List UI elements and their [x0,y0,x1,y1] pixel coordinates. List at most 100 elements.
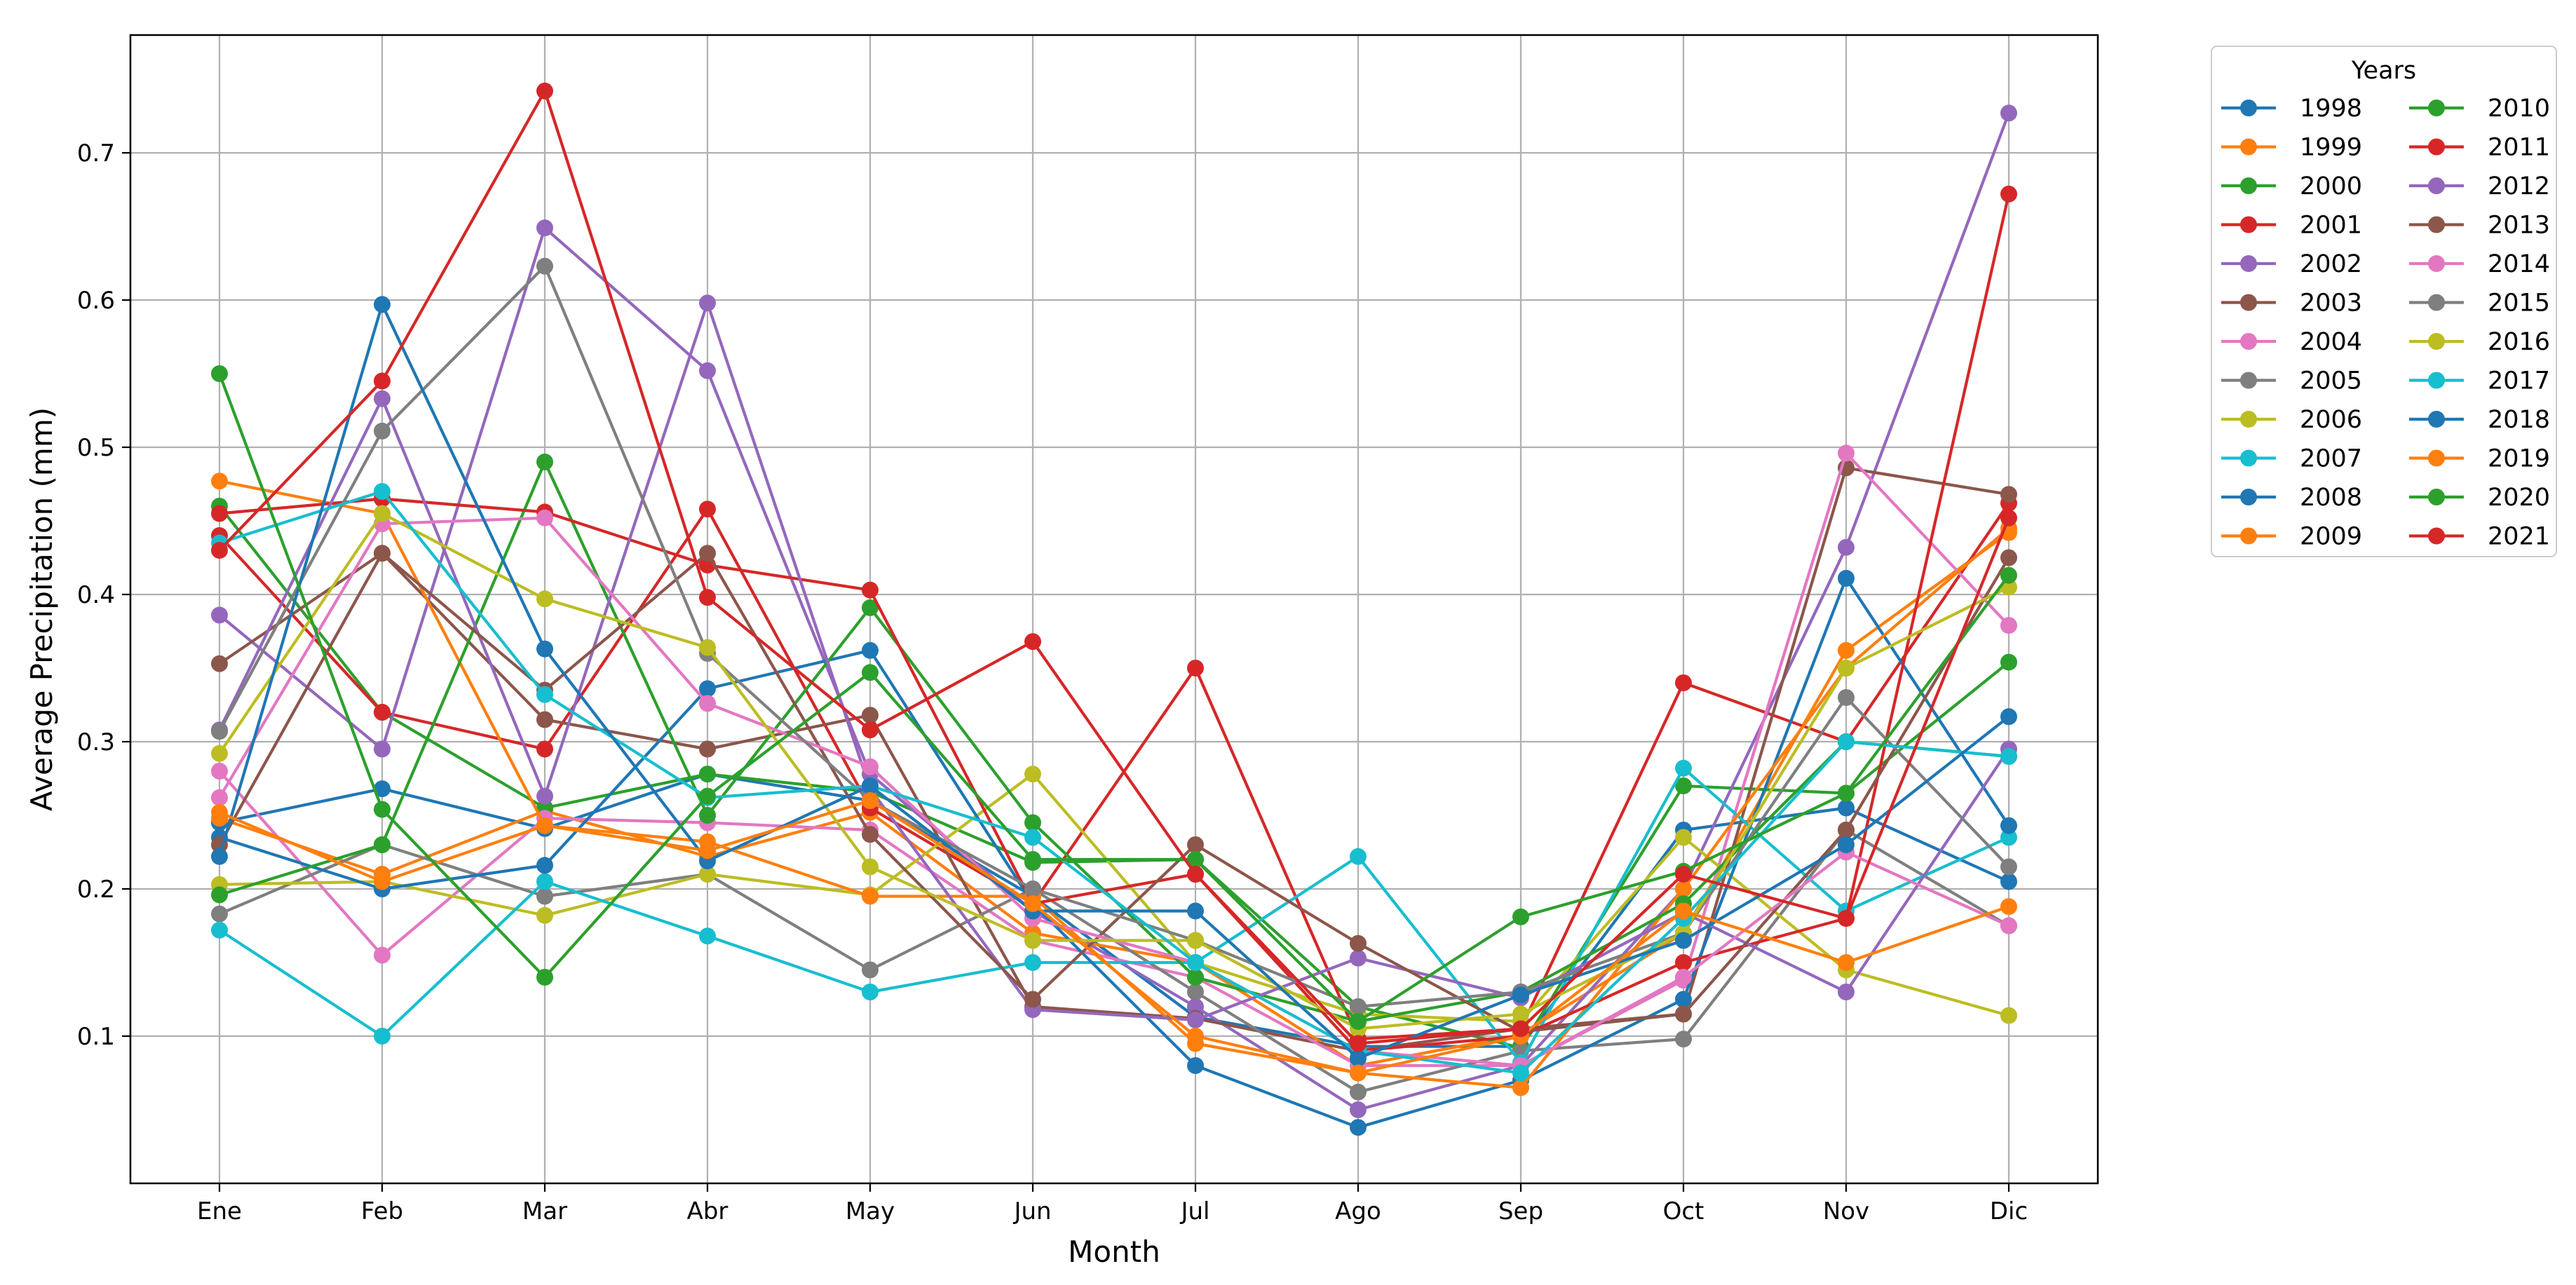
data-point-2016 [699,639,716,656]
data-point-2009 [1675,881,1692,897]
data-point-2020 [211,365,228,382]
x-tick-label: Feb [361,1197,403,1225]
data-point-2018 [1187,902,1204,920]
data-point-2017 [2000,748,2017,765]
legend-entry-2017[interactable]: 2017 [2409,367,2550,395]
data-point-2021 [1187,866,1204,883]
data-point-2002 [536,219,553,237]
legend-entry-2002[interactable]: 2002 [2221,250,2362,278]
series-line-2020 [218,373,2010,1024]
data-point-2020 [1838,784,1855,802]
data-point-2001 [374,704,391,721]
y-tick-label: 0.2 [77,876,115,904]
data-point-2006 [699,866,716,883]
series-line-2015 [218,264,2010,1009]
data-point-2021 [862,721,879,739]
legend-marker-swatch [2240,138,2257,156]
legend[interactable]: Years 1998 1999 2000 2001 2002 2003 2004 2005 20… [2211,46,2557,557]
legend-entry-2011[interactable]: 2011 [2409,134,2550,162]
data-point-2016 [1838,660,1855,677]
legend-label: 2017 [2488,367,2550,395]
data-point-2013 [1838,822,1855,838]
legend-entry-2005[interactable]: 2005 [2221,367,2362,395]
data-point-2005 [1350,1083,1367,1101]
legend-entry-2013[interactable]: 2013 [2409,212,2550,240]
y-tick-label: 0.7 [77,140,115,168]
data-point-2021 [536,82,553,100]
legend-marker-swatch [2428,449,2445,467]
legend-entry-2019[interactable]: 2019 [2409,445,2550,473]
data-point-2021 [211,542,228,559]
legend-entry-2009[interactable]: 2009 [2221,523,2362,551]
data-point-2002 [1350,1101,1367,1118]
data-point-2004 [2000,617,2017,634]
legend-entry-2018[interactable]: 2018 [2409,406,2550,434]
data-point-2002 [699,362,716,379]
legend-marker-swatch [2428,100,2445,116]
data-point-2017 [1187,954,1204,971]
legend-entry-2015[interactable]: 2015 [2409,290,2550,318]
data-point-2015 [536,257,553,275]
data-point-2020 [1187,851,1204,868]
legend-entry-2007[interactable]: 2007 [2221,445,2362,473]
data-point-2014 [862,758,879,775]
legend-marker-swatch [2240,255,2257,272]
x-tick-label: May [846,1197,895,1225]
legend-entry-2021[interactable]: 2021 [2409,523,2550,551]
data-point-2017 [536,686,553,703]
data-point-2015 [1024,881,1041,897]
data-point-2014 [1675,969,1692,986]
legend-entry-2004[interactable]: 2004 [2221,328,2362,356]
legend-entry-2001[interactable]: 2001 [2221,212,2362,240]
legend-marker-swatch [2428,177,2445,194]
y-tick-label: 0.3 [77,728,115,756]
series-line-2013 [218,552,2010,1033]
data-point-2000 [699,766,716,783]
x-tick-label: Oct [1663,1197,1704,1225]
x-tick-label: Jul [1179,1197,1209,1225]
legend-entry-2020[interactable]: 2020 [2409,484,2550,512]
data-point-2020 [1350,1013,1367,1030]
x-tick-label: Jun [1012,1197,1051,1225]
data-point-2018 [536,640,553,658]
legend-entry-2006[interactable]: 2006 [2221,406,2362,434]
legend-entry-2012[interactable]: 2012 [2409,172,2550,200]
data-point-2010 [536,454,553,470]
data-point-2015 [211,723,228,740]
data-point-2000 [1675,777,1692,794]
data-point-2014 [2000,917,2017,934]
data-point-2001 [536,740,553,758]
data-point-2016 [1187,932,1204,949]
data-point-2016 [374,505,391,522]
legend-entry-2000[interactable]: 2000 [2221,172,2362,200]
data-point-2005 [536,888,553,905]
legend-label: 2007 [2300,445,2362,473]
data-point-2005 [1675,1031,1692,1048]
legend-entry-2010[interactable]: 2010 [2409,95,2550,123]
data-point-2017 [1838,733,1855,750]
data-point-2014 [699,695,716,712]
data-point-2004 [374,946,391,964]
series-lines [211,82,2017,1136]
legend-label: 2006 [2300,406,2362,434]
data-point-2018 [1838,836,1855,853]
data-point-2021 [1350,1035,1367,1052]
data-point-2002 [1187,998,1204,1015]
legend-entry-2014[interactable]: 2014 [2409,250,2550,278]
data-point-2020 [2000,566,2017,584]
legend-entry-2008[interactable]: 2008 [2221,484,2362,512]
data-point-2010 [1024,814,1041,831]
legend-entry-1998[interactable]: 1998 [2221,95,2362,123]
series-2020 [211,365,2017,1030]
data-point-2018 [1350,1049,1367,1067]
data-point-2020 [699,787,716,805]
legend-label: 2019 [2488,445,2550,473]
data-point-2008 [1187,1057,1204,1074]
series-line-2001 [218,502,2010,1041]
legend-entry-2003[interactable]: 2003 [2221,290,2362,318]
legend-marker-swatch [2240,372,2257,389]
legend-entry-2016[interactable]: 2016 [2409,328,2550,356]
legend-entry-1999[interactable]: 1999 [2221,134,2362,162]
data-point-2013 [1350,934,1367,952]
